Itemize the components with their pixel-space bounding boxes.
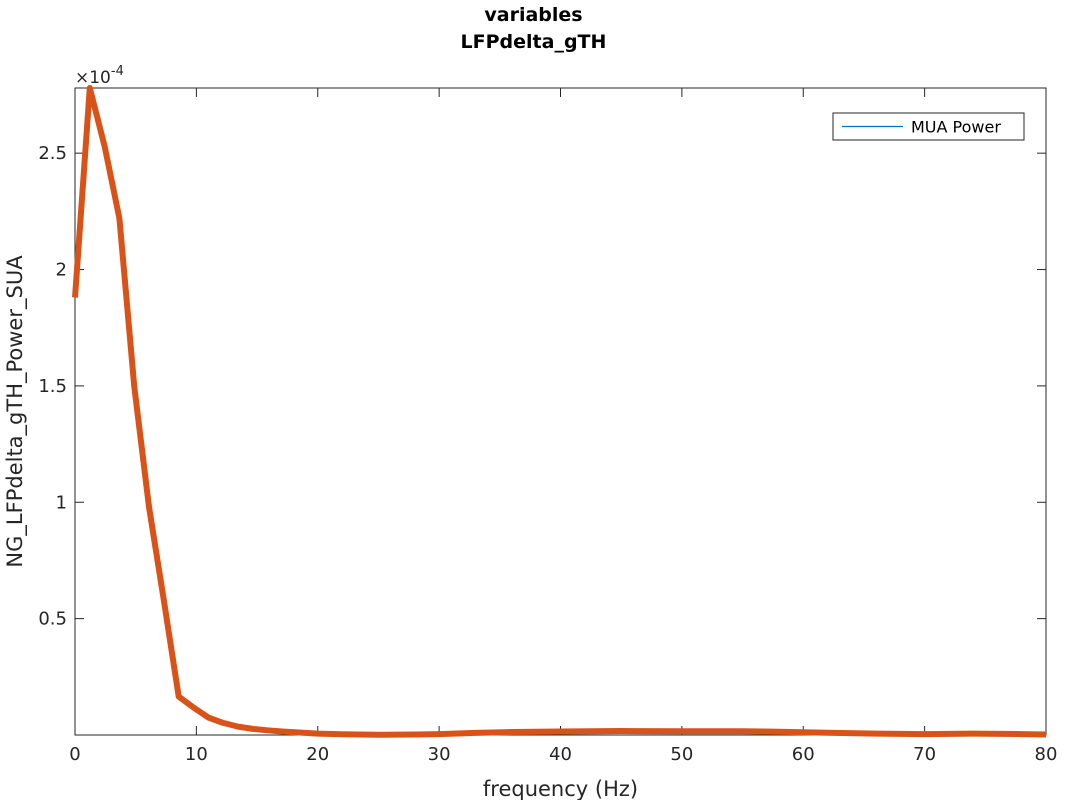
chart-title-line2: LFPdelta_gTH [460, 31, 607, 53]
x-tick-label: 50 [670, 744, 693, 765]
axes-frame [74, 87, 1047, 736]
x-tick-label: 70 [913, 744, 936, 765]
y-tick-label: 1 [56, 492, 67, 513]
axes-box [74, 87, 1047, 736]
series-line [72, 85, 1047, 738]
y-axis-label: NG_LFPdelta_gTH_Power_SUA [3, 255, 28, 568]
y-tick-label: 2.5 [38, 143, 67, 164]
y-axis-multiplier: ×10-4 [75, 64, 124, 88]
ticks: 0 10 20 30 40 50 60 70 80 0.5 1 1.5 2 2.5 [38, 88, 1057, 765]
chart-title-line1: variables [484, 4, 583, 26]
x-tick-label: 30 [428, 744, 451, 765]
x-tick-label: 0 [69, 744, 80, 765]
legend-label: MUA Power [911, 118, 1001, 137]
x-tick-label: 10 [185, 744, 208, 765]
x-tick-label: 60 [792, 744, 815, 765]
y-tick-label: 2 [56, 260, 67, 281]
x-tick-label: 20 [306, 744, 329, 765]
y-tick-label: 1.5 [38, 376, 67, 397]
legend-layer: MUA Power [832, 112, 1025, 141]
x-axis-label: frequency (Hz) [483, 777, 638, 800]
x-tick-label: 40 [549, 744, 572, 765]
y-tick-label: 0.5 [38, 609, 67, 630]
data-layer [72, 85, 1047, 738]
y-axis-multiplier-base: ×10 [75, 68, 111, 88]
y-axis-multiplier-power: -4 [111, 64, 124, 79]
x-tick-label: 80 [1035, 744, 1058, 765]
